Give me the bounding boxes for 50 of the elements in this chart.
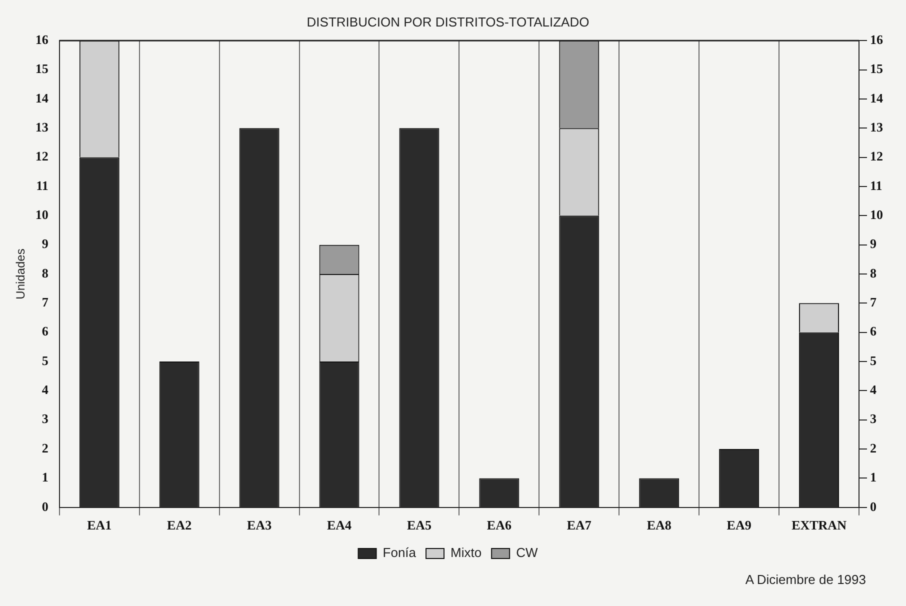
y-tick-label: 1 — [42, 470, 48, 485]
y2-tick-label: 16 — [870, 32, 884, 47]
y2-tick-label: 14 — [870, 90, 884, 106]
y2-tick-label: 0 — [870, 498, 876, 514]
text: A Diciembre de 1993 — [745, 572, 866, 587]
chart-title: DISTRIBUCION POR DISTRITOS-TOTALIZADO — [306, 14, 590, 30]
x-tick-label: EA8 — [646, 518, 672, 533]
y2-tick-label: 15 — [870, 61, 884, 76]
x-tick-label: EA4 — [326, 518, 352, 533]
y-tick-label: 11 — [36, 178, 48, 193]
y2-tick-label: 6 — [870, 324, 877, 339]
legend-label: Mixto — [450, 545, 482, 560]
y-tick-label: 12 — [35, 148, 48, 164]
legend-label: CW — [516, 545, 538, 560]
y2-tick-label: 4 — [870, 382, 877, 398]
y-tick-label: 8 — [42, 265, 49, 280]
x-tick-label: EA3 — [247, 518, 272, 533]
y2-tick-label: 13 — [870, 119, 884, 134]
y-tick-label: 4 — [42, 382, 49, 398]
y2-tick-label: 10 — [870, 207, 883, 222]
y2-tick-label: 7 — [870, 294, 877, 310]
y2-tick-label: 9 — [870, 236, 877, 252]
y-tick-label: 5 — [42, 352, 49, 368]
y-tick-label: 0 — [42, 498, 48, 514]
y-tick-label: 2 — [42, 440, 48, 456]
x-tick-label: EA9 — [726, 518, 752, 533]
y-tick-label: 7 — [42, 294, 49, 310]
x-tick-label: EA2 — [167, 518, 192, 533]
y2-tick-label: 3 — [870, 411, 877, 426]
y-tick-label: 3 — [42, 411, 49, 426]
y-axis-title: Unidades — [14, 248, 28, 300]
y2-tick-label: 8 — [870, 265, 877, 280]
x-tick-label: EA6 — [486, 518, 512, 533]
y-tick-label: 9 — [42, 236, 49, 252]
y2-tick-label: 12 — [870, 148, 883, 164]
y-tick-label: 14 — [35, 90, 49, 106]
y2-tick-label: 11 — [870, 178, 882, 193]
x-tick-label: EA5 — [406, 518, 432, 533]
y-tick-label: 6 — [42, 324, 49, 339]
y2-tick-label: 2 — [870, 440, 876, 456]
y-tick-label: 16 — [35, 32, 49, 47]
y-tick-label: 15 — [35, 61, 49, 76]
x-tick-label: EA1 — [87, 518, 112, 533]
x-tick-label: EXTRAN — [792, 518, 848, 533]
y-tick-label: 13 — [35, 119, 49, 134]
legend-label: Fonía — [382, 545, 417, 560]
x-tick-label: EA7 — [566, 518, 592, 533]
y2-tick-label: 5 — [870, 352, 877, 368]
y2-tick-label: 1 — [870, 470, 876, 485]
y-tick-label: 10 — [35, 207, 48, 222]
